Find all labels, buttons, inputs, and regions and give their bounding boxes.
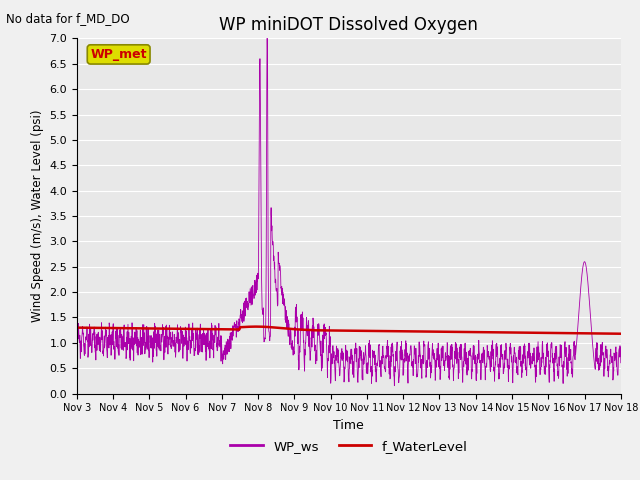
Legend: WP_ws, f_WaterLevel: WP_ws, f_WaterLevel (225, 434, 473, 458)
WP_ws (602, 348, 609, 354)
Text: No data for f_MD_DO: No data for f_MD_DO (6, 12, 130, 25)
f_WaterLevel (605, 331, 612, 336)
WP_ws (617, 360, 625, 366)
WP_ws (100, 345, 108, 351)
Line: WP_ws: WP_ws (77, 38, 621, 386)
Text: WP_met: WP_met (90, 48, 147, 61)
Line: f_WaterLevel: f_WaterLevel (77, 326, 621, 334)
WP_ws (338, 348, 346, 354)
f_WaterLevel (73, 325, 81, 331)
X-axis label: Time: Time (333, 419, 364, 432)
WP_ws (73, 343, 81, 348)
WP_ws (602, 348, 609, 354)
f_WaterLevel (253, 324, 260, 329)
f_WaterLevel (398, 328, 406, 334)
f_WaterLevel (520, 330, 527, 336)
f_WaterLevel (617, 331, 625, 336)
f_WaterLevel (336, 328, 344, 334)
WP_ws (323, 359, 331, 365)
WP_ws (390, 383, 398, 389)
WP_ws (263, 36, 271, 41)
Title: WP miniDOT Dissolved Oxygen: WP miniDOT Dissolved Oxygen (220, 16, 478, 34)
Y-axis label: Wind Speed (m/s), Water Level (psi): Wind Speed (m/s), Water Level (psi) (31, 110, 44, 322)
f_WaterLevel (369, 328, 376, 334)
WP_ws (502, 347, 509, 353)
f_WaterLevel (332, 328, 340, 334)
